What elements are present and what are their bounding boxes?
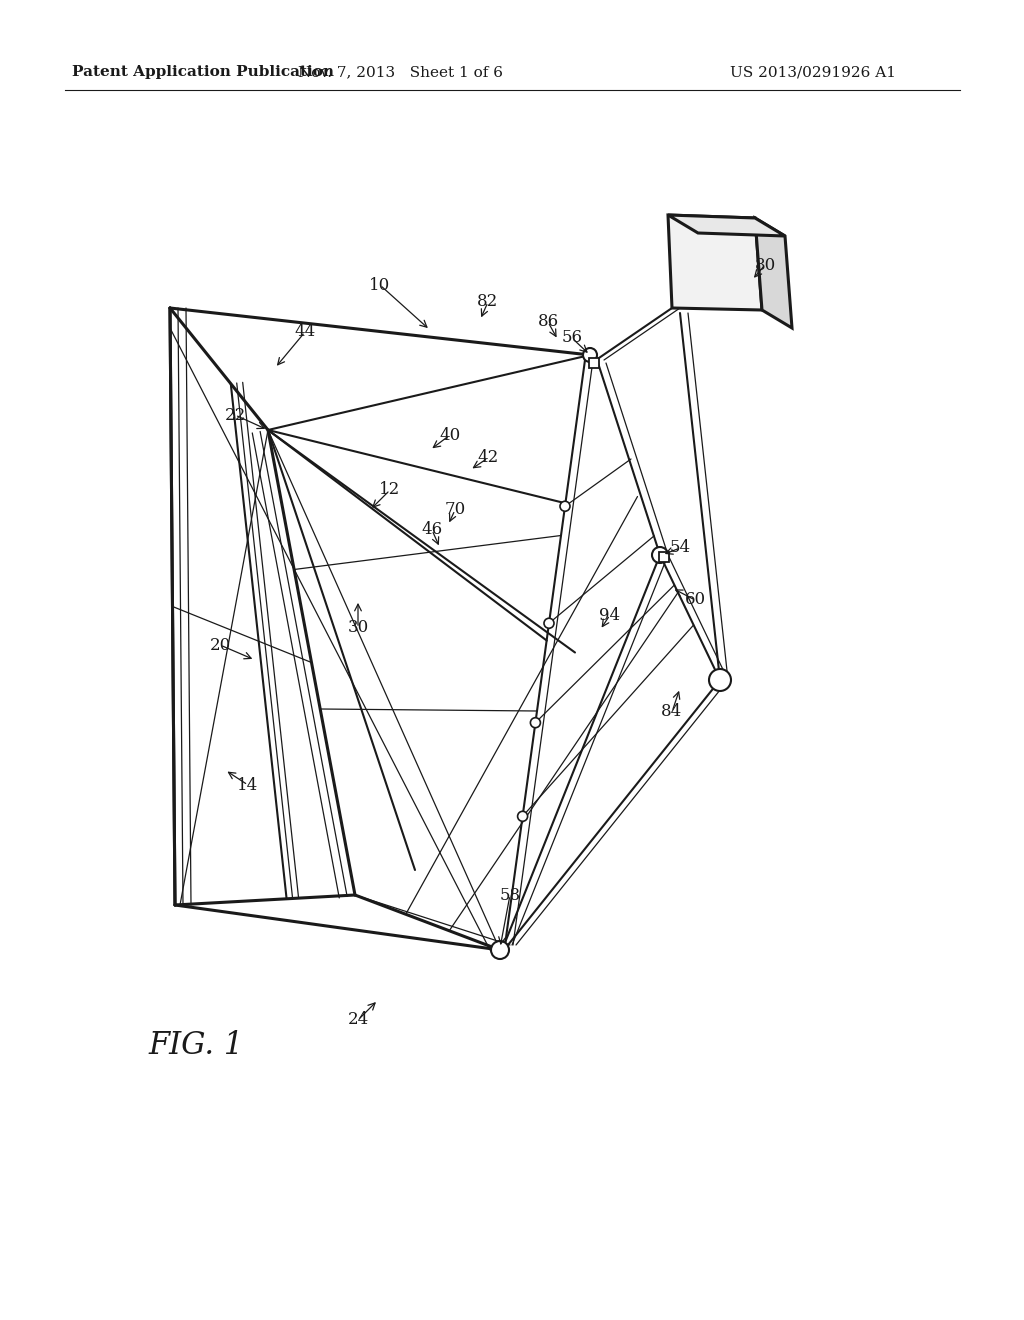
- Polygon shape: [668, 215, 785, 236]
- Polygon shape: [755, 218, 792, 327]
- Text: 94: 94: [599, 606, 621, 623]
- Circle shape: [490, 941, 509, 960]
- Circle shape: [560, 502, 570, 511]
- Text: 12: 12: [379, 482, 400, 499]
- Circle shape: [544, 618, 554, 628]
- Text: 56: 56: [561, 330, 583, 346]
- Text: 80: 80: [755, 256, 775, 273]
- Text: 54: 54: [670, 540, 690, 557]
- Text: 42: 42: [477, 450, 499, 466]
- Text: 44: 44: [294, 323, 315, 341]
- Bar: [659, 552, 669, 562]
- Text: 24: 24: [347, 1011, 369, 1028]
- Circle shape: [583, 348, 597, 362]
- Circle shape: [517, 812, 527, 821]
- Text: 30: 30: [347, 619, 369, 636]
- Text: 14: 14: [238, 776, 259, 793]
- Text: FIG. 1: FIG. 1: [148, 1030, 244, 1060]
- Text: 86: 86: [538, 314, 558, 330]
- Text: US 2013/0291926 A1: US 2013/0291926 A1: [730, 65, 896, 79]
- Polygon shape: [668, 215, 762, 310]
- Text: 70: 70: [444, 502, 466, 519]
- Text: 22: 22: [224, 407, 246, 424]
- Circle shape: [530, 718, 541, 727]
- Text: 82: 82: [477, 293, 499, 310]
- Text: 46: 46: [422, 521, 442, 539]
- Text: Nov. 7, 2013   Sheet 1 of 6: Nov. 7, 2013 Sheet 1 of 6: [298, 65, 503, 79]
- Text: 20: 20: [209, 636, 230, 653]
- Circle shape: [652, 546, 668, 564]
- Bar: [589, 358, 599, 368]
- Text: Patent Application Publication: Patent Application Publication: [72, 65, 334, 79]
- Text: 40: 40: [439, 426, 461, 444]
- Circle shape: [709, 669, 731, 690]
- Text: 60: 60: [684, 591, 706, 609]
- Text: 58: 58: [500, 887, 520, 903]
- Text: 84: 84: [662, 704, 683, 721]
- Text: 10: 10: [370, 276, 390, 293]
